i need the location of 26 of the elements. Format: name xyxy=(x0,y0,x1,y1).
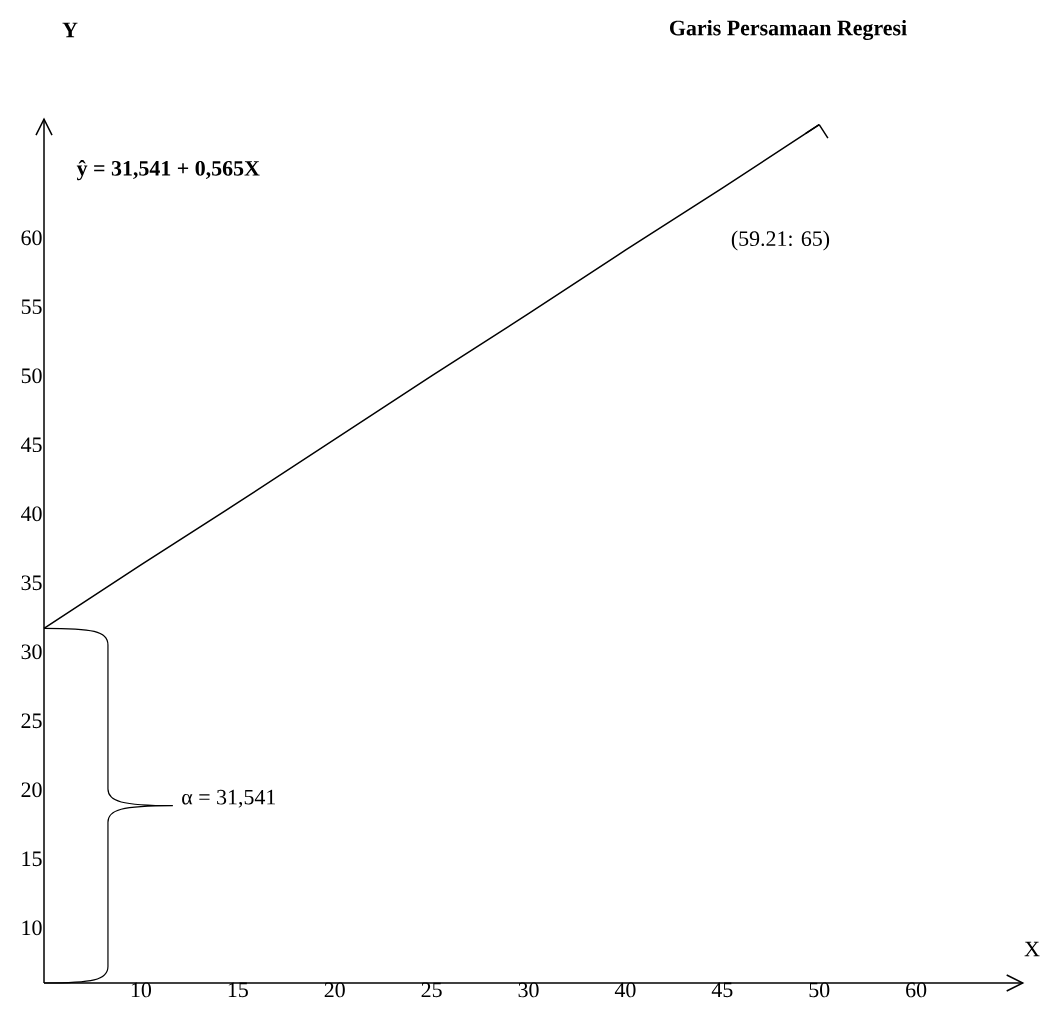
y-tick-label: 35 xyxy=(21,575,42,591)
y-tick-label: 45 xyxy=(20,437,42,453)
y-tick-label: 25 xyxy=(21,713,42,729)
x-axis-title: X xyxy=(1024,941,1040,957)
x-tick-label: 45 xyxy=(711,982,733,998)
x-tick-label: 30 xyxy=(518,982,539,998)
y-tick-label: 40 xyxy=(20,506,42,522)
chart-title: Garis Persamaan Regresi xyxy=(669,19,907,41)
y-tick-label: 50 xyxy=(21,368,42,384)
annotation: α = 31,541 xyxy=(182,789,276,808)
x-tick-label: 50 xyxy=(809,982,830,998)
y-tick-label: 30 xyxy=(21,644,42,660)
x-tick-label: 60 xyxy=(906,982,927,998)
x-tick-label: 40 xyxy=(614,982,636,998)
y-tick-label: 15 xyxy=(22,851,42,867)
y-tick-label: 55 xyxy=(21,299,42,315)
y-tick-label: 60 xyxy=(21,230,42,246)
y-tick-label: 20 xyxy=(21,782,42,798)
annotation: (59.21: 65) xyxy=(731,230,830,251)
y-axis-title: Y xyxy=(62,22,78,38)
y-tick-label: 10 xyxy=(22,920,42,936)
annotation: ŷ = 31,541 + 0,565X xyxy=(76,160,260,181)
x-tick-label: 20 xyxy=(324,982,345,998)
x-tick-label: 10 xyxy=(131,982,152,998)
x-tick-label: 25 xyxy=(421,982,442,998)
x-tick-label: 15 xyxy=(228,982,248,998)
